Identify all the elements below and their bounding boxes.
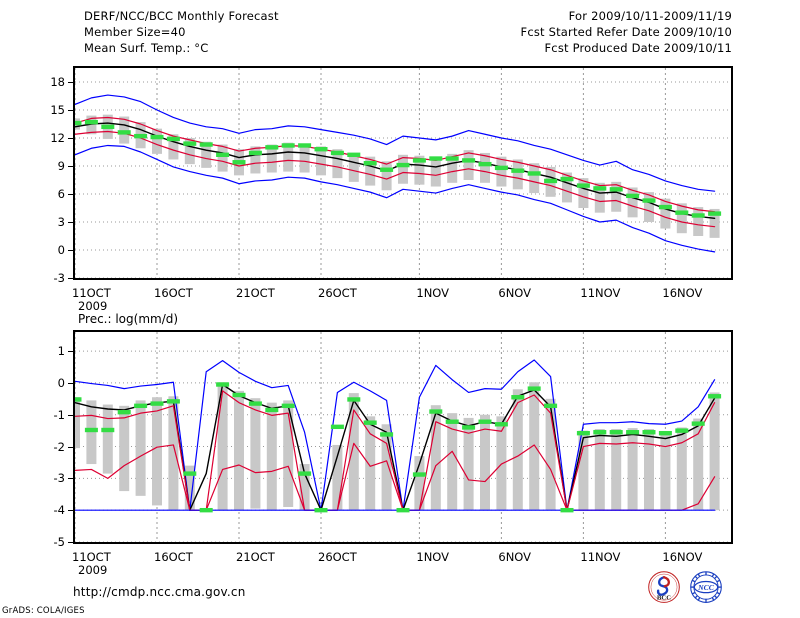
x-tick-label: 16NOV — [662, 286, 703, 300]
x-tick-label: 6NOV — [498, 286, 532, 300]
y-tick-label: 1 — [57, 344, 65, 359]
y-tick-mark — [68, 82, 74, 83]
x-tick-label: 16OCT — [154, 286, 193, 300]
y-tick-mark — [68, 250, 74, 251]
y-tick-mark — [68, 510, 74, 512]
x-tick-label: 1NOV — [416, 286, 450, 300]
y-tick-label: -3 — [53, 271, 65, 285]
y-tick-label: 6 — [57, 187, 65, 201]
y-tick-label: -5 — [53, 535, 65, 549]
y-tick-label: 9 — [57, 159, 65, 173]
y-tick-mark — [68, 166, 74, 167]
y-tick-label: 0 — [57, 243, 65, 257]
y-tick-mark — [68, 278, 74, 279]
forecast-title: DERF/NCC/BCC Monthly Forecast — [84, 9, 279, 23]
y-tick-mark — [68, 138, 74, 139]
fcst-produced-date-label: Fcst Produced Date 2009/10/11 — [544, 41, 732, 55]
y-tick-mark — [68, 351, 74, 353]
x-tick-label: 1NOV — [416, 550, 450, 564]
y-tick-label: -2 — [53, 439, 65, 454]
x-tick-label: 11OCT — [72, 286, 111, 300]
x-tick-label: 21OCT — [236, 286, 275, 300]
y-tick-label: 12 — [50, 131, 65, 145]
precipitation-plot-canvas — [75, 332, 731, 542]
svg-text:NCC: NCC — [697, 583, 715, 592]
y-tick-mark — [68, 478, 74, 480]
svg-text:BCC: BCC — [657, 594, 671, 601]
x-tick-label: 16NOV — [662, 550, 703, 564]
y-tick-mark — [68, 414, 74, 416]
y-tick-mark — [68, 194, 74, 195]
y-tick-label: 15 — [50, 103, 65, 117]
y-tick-label: -1 — [53, 407, 65, 422]
precipitation-panel-label: Prec.: log(mm/d) — [78, 312, 179, 326]
x-tick-label: 11NOV — [580, 286, 621, 300]
bcc-logo: BCC — [648, 571, 680, 603]
temperature-year-label: 2009 — [78, 299, 108, 313]
y-tick-label: -4 — [53, 503, 65, 518]
y-tick-mark — [68, 446, 74, 448]
member-size-label: Member Size=40 — [84, 25, 186, 39]
x-tick-label: 26OCT — [318, 286, 357, 300]
ncc-logo: NCC — [690, 571, 722, 603]
x-tick-label: 16OCT — [154, 550, 193, 564]
y-tick-label: 18 — [50, 75, 65, 89]
x-tick-label: 11OCT — [72, 550, 111, 564]
precipitation-plot-panel — [73, 330, 733, 544]
y-tick-mark — [68, 110, 74, 111]
grads-credit: GrADS: COLA/IGES — [2, 606, 85, 616]
y-tick-mark — [68, 382, 74, 384]
y-tick-mark — [68, 542, 74, 543]
y-tick-mark — [68, 222, 74, 223]
temp-panel-label: Mean Surf. Temp.: °C — [84, 41, 209, 55]
y-tick-label: 0 — [57, 375, 65, 390]
temperature-plot-panel — [73, 66, 733, 280]
precipitation-year-label: 2009 — [78, 563, 108, 577]
website-url[interactable]: http://cmdp.ncc.cma.gov.cn — [73, 585, 246, 599]
temperature-plot-canvas — [75, 68, 731, 278]
y-tick-label: 3 — [57, 215, 65, 229]
y-tick-label: -3 — [53, 471, 65, 486]
x-tick-label: 6NOV — [498, 550, 532, 564]
x-tick-label: 11NOV — [580, 550, 621, 564]
forecast-period-label: For 2009/10/11-2009/11/19 — [568, 9, 732, 23]
x-tick-label: 21OCT — [236, 550, 275, 564]
fcst-started-date-label: Fcst Started Refer Date 2009/10/10 — [520, 25, 732, 39]
x-tick-label: 26OCT — [318, 550, 357, 564]
